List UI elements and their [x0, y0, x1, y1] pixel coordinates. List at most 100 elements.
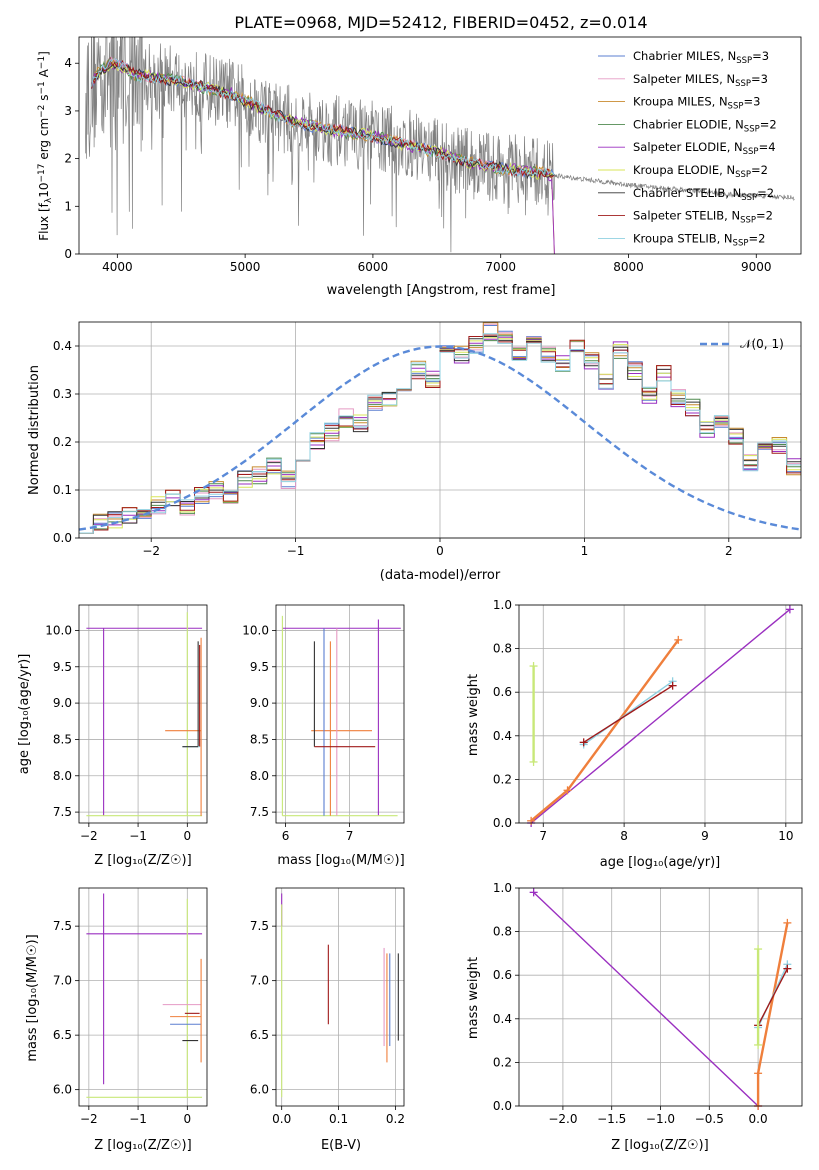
age-vs-z-tick-label-x: −2: [80, 829, 98, 843]
legend-entry-name: Salpeter ELODIE, N: [633, 140, 743, 154]
massweight-z-y-axis-label: mass weight: [466, 957, 481, 1039]
residuals-tick-label-x: 0: [436, 544, 444, 558]
legend-entry-name: Salpeter MILES, N: [633, 72, 735, 86]
massweight-vs-z-tick-label-y: 0.8: [493, 925, 512, 939]
spectrum-tick-label-x: 9000: [741, 260, 772, 274]
age-vs-z-tick-label-y: 7.5: [53, 805, 72, 819]
mass-vs-z-tick-label-x: −2: [80, 1112, 98, 1126]
spectrum-legend-entry: Chabrier ELODIE, NSSP=2: [633, 117, 777, 134]
massweight-vs-age-tick-label-y: 0.4: [493, 729, 512, 743]
massweight-vs-age-tick-label-x: 8: [620, 829, 628, 843]
spectrum-tick-label-y: 2: [64, 152, 72, 166]
legend-entry-name: Salpeter STELIB, N: [633, 209, 740, 223]
mass-vs-ebv-frame: [275, 887, 405, 1107]
residuals-tick-label-y: 0.0: [53, 531, 72, 545]
legend-entry-value: =2: [751, 163, 768, 177]
age-vs-z-tick-label-y: 10.0: [45, 623, 72, 637]
massweight-vs-age-tick-label-x: 9: [701, 829, 709, 843]
legend-entry-value: =2: [756, 209, 773, 223]
mass-z-x-axis-label: Z [log₁₀(Z/Z☉)]: [94, 1138, 191, 1153]
spectrum-y-axis-label-part: erg cm: [37, 118, 51, 164]
legend-entry-subscript: SSP: [735, 170, 751, 180]
age-z-y-axis-label: age [log₁₀(age/yr)]: [17, 654, 32, 775]
mass-vs-z-tick-label-x: −1: [129, 1112, 147, 1126]
mass-vs-ebv-tick-label-y: 6.5: [250, 1028, 269, 1042]
legend-entry-name: Chabrier STELIB, N: [633, 186, 741, 200]
age-vs-z-tick-label-y: 8.0: [53, 769, 72, 783]
mass-vs-ebv-tick-label-y: 6.0: [250, 1083, 269, 1097]
residuals-frame: [78, 321, 802, 539]
residuals-tick-label-y: 0.2: [53, 435, 72, 449]
residuals-gaussian-curve: [78, 345, 802, 531]
legend-entry-name: Chabrier ELODIE, N: [633, 117, 744, 131]
legend-entry-value: =3: [751, 72, 768, 86]
massweight-vs-z-series-line: [757, 968, 789, 1026]
mass-vs-z-tick-label-y: 6.5: [53, 1028, 72, 1042]
mass-vs-z-tick-label-y: 7.0: [53, 974, 72, 988]
massweight-vs-z-tick-label-y: 0.4: [493, 1012, 512, 1026]
mass-vs-z-tick-label-y: 7.5: [53, 919, 72, 933]
legend-entry-name: Kroupa STELIB, N: [633, 231, 733, 245]
massweight-vs-age-tick-label-x: 7: [539, 829, 547, 843]
legend-entry-subscript: SSP: [735, 79, 751, 89]
massweight-vs-age-tick-label-y: 0.6: [493, 685, 512, 699]
massweight-vs-z-tick-label-x: −1.5: [597, 1112, 626, 1126]
age-z-x-axis-label: Z [log₁₀(Z/Z☉)]: [94, 853, 191, 868]
age-vs-mass-tick-label-y: 7.5: [250, 805, 269, 819]
mass-ebv-x-axis-label: E(B-V): [321, 1138, 361, 1153]
spectrum-y-axis-label-part: Flux [f: [37, 202, 51, 240]
spectrum-data-line: [85, 37, 795, 253]
spectrum-tick-label-y: 0: [64, 247, 72, 261]
massweight-vs-age-tick-label-y: 1.0: [493, 598, 512, 612]
spectrum-y-axis-label-part: λ: [44, 197, 54, 203]
spectrum-y-axis-label-part: −17: [37, 164, 47, 183]
age-vs-mass-tick-label-y: 9.5: [250, 660, 269, 674]
legend-entry-subscript: SSP: [728, 102, 744, 112]
mass-vs-ebv-tick-label-y: 7.5: [250, 919, 269, 933]
spectrum-legend-entry: Salpeter ELODIE, NSSP=4: [633, 140, 776, 157]
legend-entry-subscript: SSP: [743, 147, 759, 157]
spectrum-legend-entry: Kroupa ELODIE, NSSP=2: [633, 163, 768, 180]
spectrum-legend-entry: Salpeter MILES, NSSP=3: [633, 72, 768, 89]
massweight-vs-age-series-line: [583, 680, 674, 746]
massweight-vs-z-tick-label-x: −2.0: [548, 1112, 577, 1126]
residuals-legend-label: 𝒩(0, 1): [740, 337, 784, 351]
age-vs-mass-tick-label-y: 9.0: [250, 696, 269, 710]
spectrum-tick-label-x: 6000: [358, 260, 389, 274]
massweight-vs-age-tick-label-y: 0.8: [493, 642, 512, 656]
legend-entry-subscript: SSP: [744, 124, 760, 134]
spectrum-y-axis-label-part: −2: [37, 105, 47, 118]
mass-vs-ebv-tick-label-x: 0.2: [386, 1112, 405, 1126]
age-vs-mass-tick-label-x: 6: [282, 829, 290, 843]
mass-vs-z-frame: [78, 887, 208, 1107]
age-vs-z-tick-label-x: 0: [183, 829, 191, 843]
spectrum-legend-entry: Chabrier STELIB, NSSP=2: [633, 186, 774, 203]
spectrum-plot-area: [85, 37, 795, 254]
mass-vs-z-tick-label-x: 0: [183, 1112, 191, 1126]
residuals-tick-label-x: 1: [581, 544, 589, 558]
massweight-vs-age-tick-label-y: 0.0: [493, 816, 512, 830]
spectrum-frame: [78, 36, 802, 255]
residuals-tick-label-y: 0.4: [53, 339, 72, 353]
age-vs-mass-tick-label-x: 7: [346, 829, 354, 843]
mass-vs-ebv-tick-label-y: 7.0: [250, 974, 269, 988]
legend-entry-subscript: SSP: [733, 238, 749, 248]
age-vs-z-tick-label-y: 9.0: [53, 696, 72, 710]
legend-entry-subscript: SSP: [740, 216, 756, 226]
spectrum-tick-label-y: 3: [64, 104, 72, 118]
spectrum-y-axis-label-part: s: [37, 95, 51, 105]
spectrum-title: PLATE=0968, MJD=52412, FIBERID=0452, z=0…: [234, 13, 647, 32]
massweight-age-y-axis-label: mass weight: [466, 674, 481, 756]
spectrum-legend-entry: Chabrier MILES, NSSP=3: [633, 49, 769, 66]
residuals-tick-label-x: 2: [725, 544, 733, 558]
massweight-z-x-axis-label: Z [log₁₀(Z/Z☉)]: [611, 1138, 708, 1153]
legend-entry-name: Chabrier MILES, N: [633, 49, 736, 63]
massweight-vs-z-tick-label-x: 0.0: [749, 1112, 768, 1126]
massweight-vs-z-tick-label-y: 0.0: [493, 1099, 512, 1113]
spectrum-y-axis-label-part: −1: [37, 56, 47, 69]
age-vs-z-tick-label-x: −1: [129, 829, 147, 843]
spectrum-legend-entry: Salpeter STELIB, NSSP=2: [633, 209, 773, 226]
mass-vs-ebv-tick-label-x: 0.0: [272, 1112, 291, 1126]
